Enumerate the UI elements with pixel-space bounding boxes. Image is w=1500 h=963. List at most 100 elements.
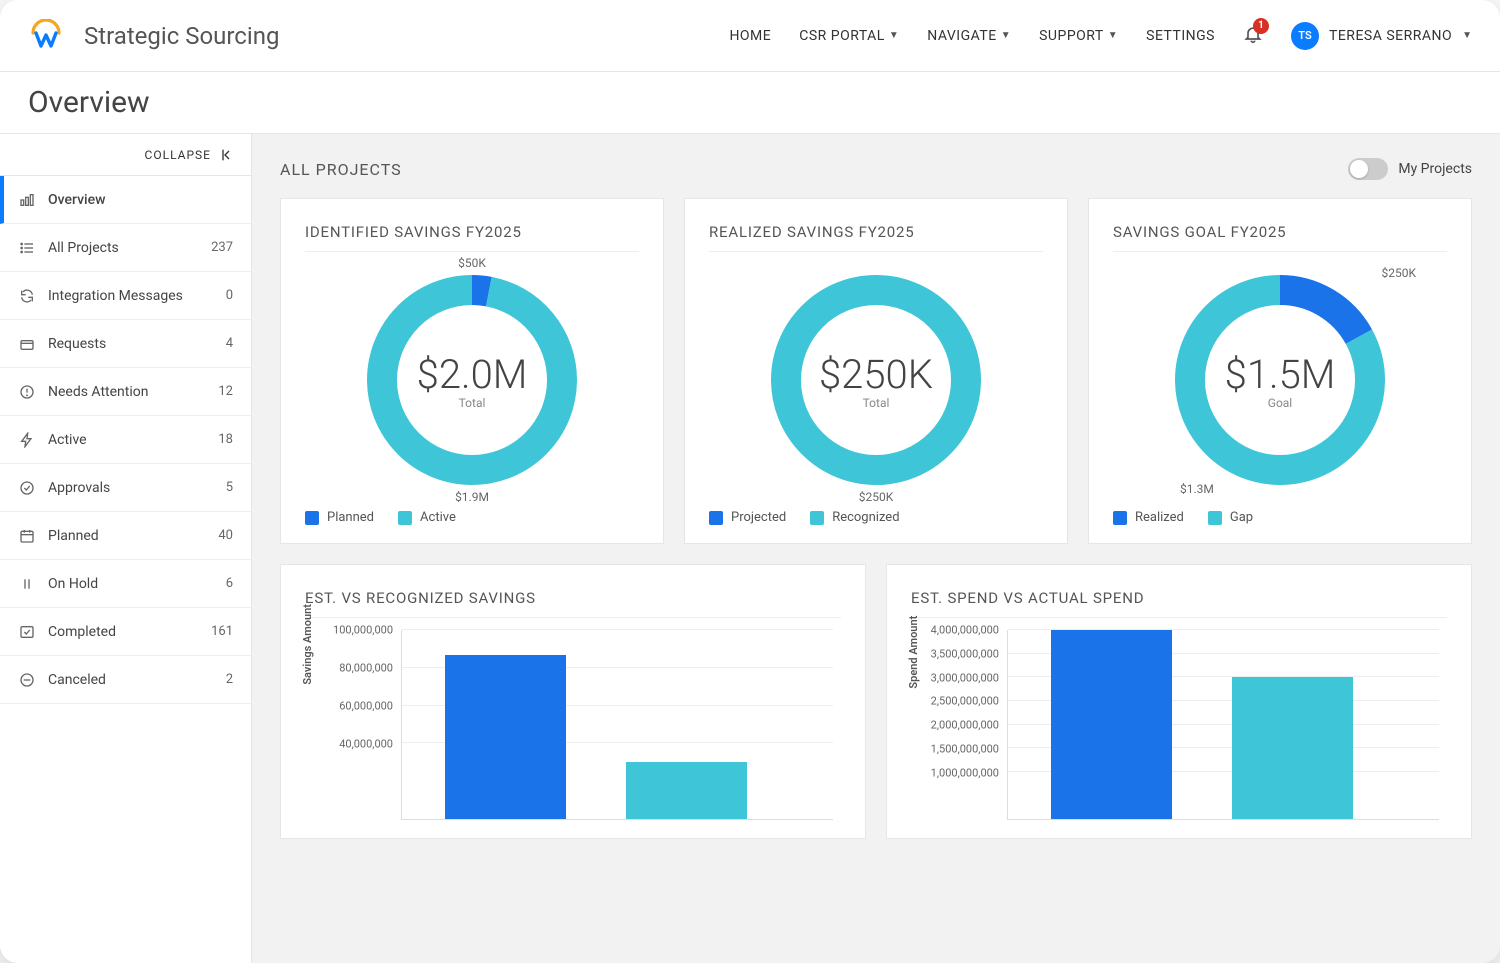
donut-center-sub: Goal [1268, 396, 1292, 410]
inbox-icon [18, 336, 36, 352]
legend-swatch [810, 511, 824, 525]
pause-icon [18, 576, 36, 592]
y-tick: 1,500,000,000 [927, 742, 999, 755]
sidebar-item-approvals[interactable]: Approvals5 [0, 464, 251, 512]
sidebar-item-needs-attention[interactable]: Needs Attention12 [0, 368, 251, 416]
sidebar-item-count: 161 [211, 624, 233, 639]
y-tick: 40,000,000 [321, 738, 393, 751]
sidebar-item-label: Requests [48, 336, 214, 352]
my-projects-toggle[interactable] [1348, 158, 1388, 180]
sidebar-item-on-hold[interactable]: On Hold6 [0, 560, 251, 608]
sidebar-item-count: 2 [226, 672, 233, 687]
y-tick: 60,000,000 [321, 700, 393, 713]
y-tick: 3,500,000,000 [927, 647, 999, 660]
legend-swatch [1208, 511, 1222, 525]
sidebar-item-active[interactable]: Active18 [0, 416, 251, 464]
sidebar-item-planned[interactable]: Planned40 [0, 512, 251, 560]
bolt-icon [18, 432, 36, 448]
y-tick: 80,000,000 [321, 662, 393, 675]
app-frame: Strategic Sourcing HOME CSR PORTAL▼ NAVI… [0, 0, 1500, 963]
y-tick: 4,000,000,000 [927, 624, 999, 637]
sidebar-item-overview[interactable]: Overview [0, 176, 251, 224]
sidebar-item-label: Approvals [48, 480, 214, 496]
bar-card: EST. VS RECOGNIZED SAVINGS Savings Amoun… [280, 564, 866, 839]
y-ticks: 100,000,00080,000,00060,000,00040,000,00… [321, 630, 397, 820]
nav-navigate[interactable]: NAVIGATE▼ [927, 28, 1011, 44]
donut-chart: $250K Total $250K [756, 260, 996, 500]
y-tick: 1,000,000,000 [927, 766, 999, 779]
sidebar-item-all-projects[interactable]: All Projects237 [0, 224, 251, 272]
my-projects-toggle-wrap: My Projects [1348, 158, 1472, 180]
avatar: TS [1291, 22, 1319, 50]
sidebar-collapse-button[interactable]: COLLAPSE [0, 134, 251, 176]
notifications-button[interactable]: 1 [1243, 24, 1263, 48]
sidebar-item-count: 6 [226, 576, 233, 591]
sidebar-item-label: Active [48, 432, 206, 448]
card-title: EST. SPEND VS ACTUAL SPEND [911, 589, 1447, 618]
legend-swatch [709, 511, 723, 525]
legend-swatch [1113, 511, 1127, 525]
sidebar-item-integration-messages[interactable]: Integration Messages0 [0, 272, 251, 320]
page-title-row: Overview [0, 72, 1500, 134]
y-axis-label: Spend Amount [907, 616, 920, 689]
card-title: REALIZED SAVINGS FY2025 [709, 223, 1043, 252]
notification-badge: 1 [1253, 18, 1269, 34]
sidebar-item-label: Completed [48, 624, 199, 640]
chevron-down-icon: ▼ [1462, 30, 1472, 41]
top-nav: HOME CSR PORTAL▼ NAVIGATE▼ SUPPORT▼ SETT… [729, 22, 1472, 50]
legend-label: Projected [731, 510, 786, 525]
donut-callout: $1.3M [1180, 482, 1214, 496]
nav-csr-portal[interactable]: CSR PORTAL▼ [799, 28, 899, 44]
chevron-down-icon: ▼ [1108, 30, 1118, 41]
nav-support[interactable]: SUPPORT▼ [1039, 28, 1118, 44]
donut-card: SAVINGS GOAL FY2025 $1.5M Goal $250K$1.3… [1088, 198, 1472, 544]
refresh-icon [18, 288, 36, 304]
list-icon [18, 240, 36, 256]
legend-item: Planned [305, 510, 374, 525]
sidebar-item-label: Needs Attention [48, 384, 206, 400]
sidebar: COLLAPSE OverviewAll Projects237Integrat… [0, 134, 252, 963]
sidebar-item-completed[interactable]: Completed 161 [0, 608, 251, 656]
y-ticks: 4,000,000,0003,500,000,0003,000,000,0002… [927, 630, 1003, 820]
card-title: EST. VS RECOGNIZED SAVINGS [305, 589, 841, 618]
donut-center-value: $2.0M [417, 351, 528, 398]
sidebar-item-count: 40 [218, 528, 233, 543]
cancel-icon [18, 672, 36, 688]
donut-card: IDENTIFIED SAVINGS FY2025 $2.0M Total $5… [280, 198, 664, 544]
plot-area [1007, 630, 1439, 820]
donut-center-value: $1.5M [1225, 351, 1336, 398]
legend-label: Gap [1230, 510, 1253, 525]
sidebar-item-canceled[interactable]: Canceled 2 [0, 656, 251, 704]
donut-callout: $50K [458, 256, 486, 270]
collapse-label: COLLAPSE [145, 148, 211, 162]
legend-item: Realized [1113, 510, 1184, 525]
legend-label: Planned [327, 510, 374, 525]
nav-home[interactable]: HOME [729, 28, 771, 44]
alert-icon [18, 384, 36, 400]
workday-logo-icon[interactable] [28, 18, 64, 54]
card-title: IDENTIFIED SAVINGS FY2025 [305, 223, 639, 252]
legend-label: Recognized [832, 510, 899, 525]
chevron-down-icon: ▼ [889, 30, 899, 41]
collapse-icon [219, 147, 235, 163]
y-tick: 2,500,000,000 [927, 695, 999, 708]
sidebar-item-label: Canceled [48, 672, 214, 688]
donut-chart: $1.5M Goal $250K$1.3M [1160, 260, 1400, 500]
user-name: TERESA SERRANO [1329, 28, 1452, 44]
user-menu[interactable]: TS TERESA SERRANO ▼ [1291, 22, 1472, 50]
legend: PlannedActive [305, 510, 639, 525]
sidebar-item-requests[interactable]: Requests 4 [0, 320, 251, 368]
donut-card: REALIZED SAVINGS FY2025 $250K Total $250… [684, 198, 1068, 544]
donut-cards-row: IDENTIFIED SAVINGS FY2025 $2.0M Total $5… [280, 198, 1472, 544]
sidebar-item-count: 237 [211, 240, 233, 255]
donut-callout: $1.9M [455, 490, 489, 504]
bar-card: EST. SPEND VS ACTUAL SPEND Spend Amount … [886, 564, 1472, 839]
sidebar-items: OverviewAll Projects237Integration Messa… [0, 176, 251, 704]
bars-icon [18, 192, 36, 208]
bar-chart: Spend Amount 4,000,000,0003,500,000,0003… [911, 630, 1447, 820]
main-header: ALL PROJECTS My Projects [280, 158, 1472, 180]
sidebar-item-count: 4 [226, 336, 233, 351]
main-content: ALL PROJECTS My Projects IDENTIFIED SAVI… [252, 134, 1500, 963]
nav-settings[interactable]: SETTINGS [1146, 28, 1215, 44]
grid-line [402, 629, 833, 630]
